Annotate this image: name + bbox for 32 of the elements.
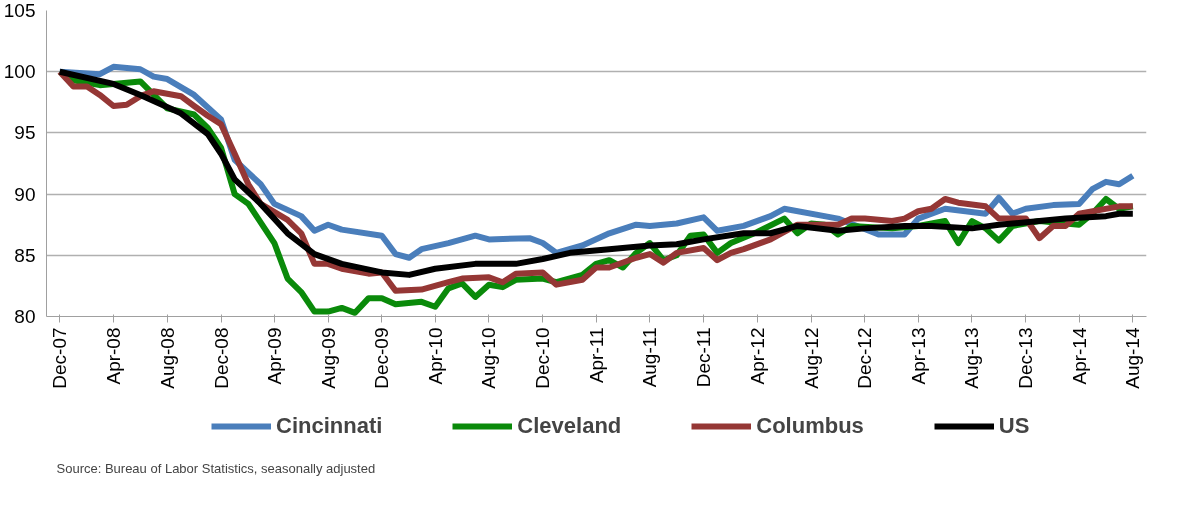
x-tick-label: Dec-12 xyxy=(854,327,876,389)
x-tick-label: Dec-13 xyxy=(1015,327,1037,389)
x-tick-label: Apr-13 xyxy=(907,327,929,385)
legend-label: US xyxy=(998,413,1030,439)
x-tick-label: Aug-12 xyxy=(800,327,822,389)
x-tick-label: Apr-12 xyxy=(746,327,768,385)
y-tick-label: 100 xyxy=(3,61,36,83)
x-tick-label: Dec-11 xyxy=(693,327,715,388)
x-tick-label: Apr-14 xyxy=(1068,327,1090,385)
x-tick-label: Aug-08 xyxy=(156,327,178,389)
y-tick-label: 80 xyxy=(14,306,36,327)
x-tick-label: Aug-13 xyxy=(961,327,983,389)
y-tick-label: 105 xyxy=(3,0,36,21)
x-tick-label: Dec-09 xyxy=(371,327,393,389)
x-tick-label: Dec-07 xyxy=(49,327,71,389)
y-tick-label: 90 xyxy=(14,183,36,205)
x-tick-label: Dec-08 xyxy=(210,327,232,389)
x-tick-label: Apr-11 xyxy=(585,327,607,384)
x-tick-label: Aug-10 xyxy=(478,327,500,389)
x-tick-label: Apr-09 xyxy=(263,327,285,385)
y-tick-label: 95 xyxy=(14,122,36,144)
x-tick-label: Apr-08 xyxy=(102,327,124,385)
legend-label: Columbus xyxy=(756,413,864,439)
legend-label: Cincinnati xyxy=(276,413,383,439)
x-tick-label: Aug-14 xyxy=(1122,327,1144,389)
source-note: Source: Bureau of Labor Statistics, seasonally adjusted xyxy=(56,460,376,476)
legend-label: Cleveland xyxy=(517,413,622,439)
y-tick-label: 85 xyxy=(14,244,36,266)
x-tick-label: Aug-11 xyxy=(639,327,661,388)
x-tick-label: Aug-09 xyxy=(317,327,339,389)
x-tick-label: Apr-10 xyxy=(424,327,446,385)
x-tick-label: Dec-10 xyxy=(532,327,554,389)
